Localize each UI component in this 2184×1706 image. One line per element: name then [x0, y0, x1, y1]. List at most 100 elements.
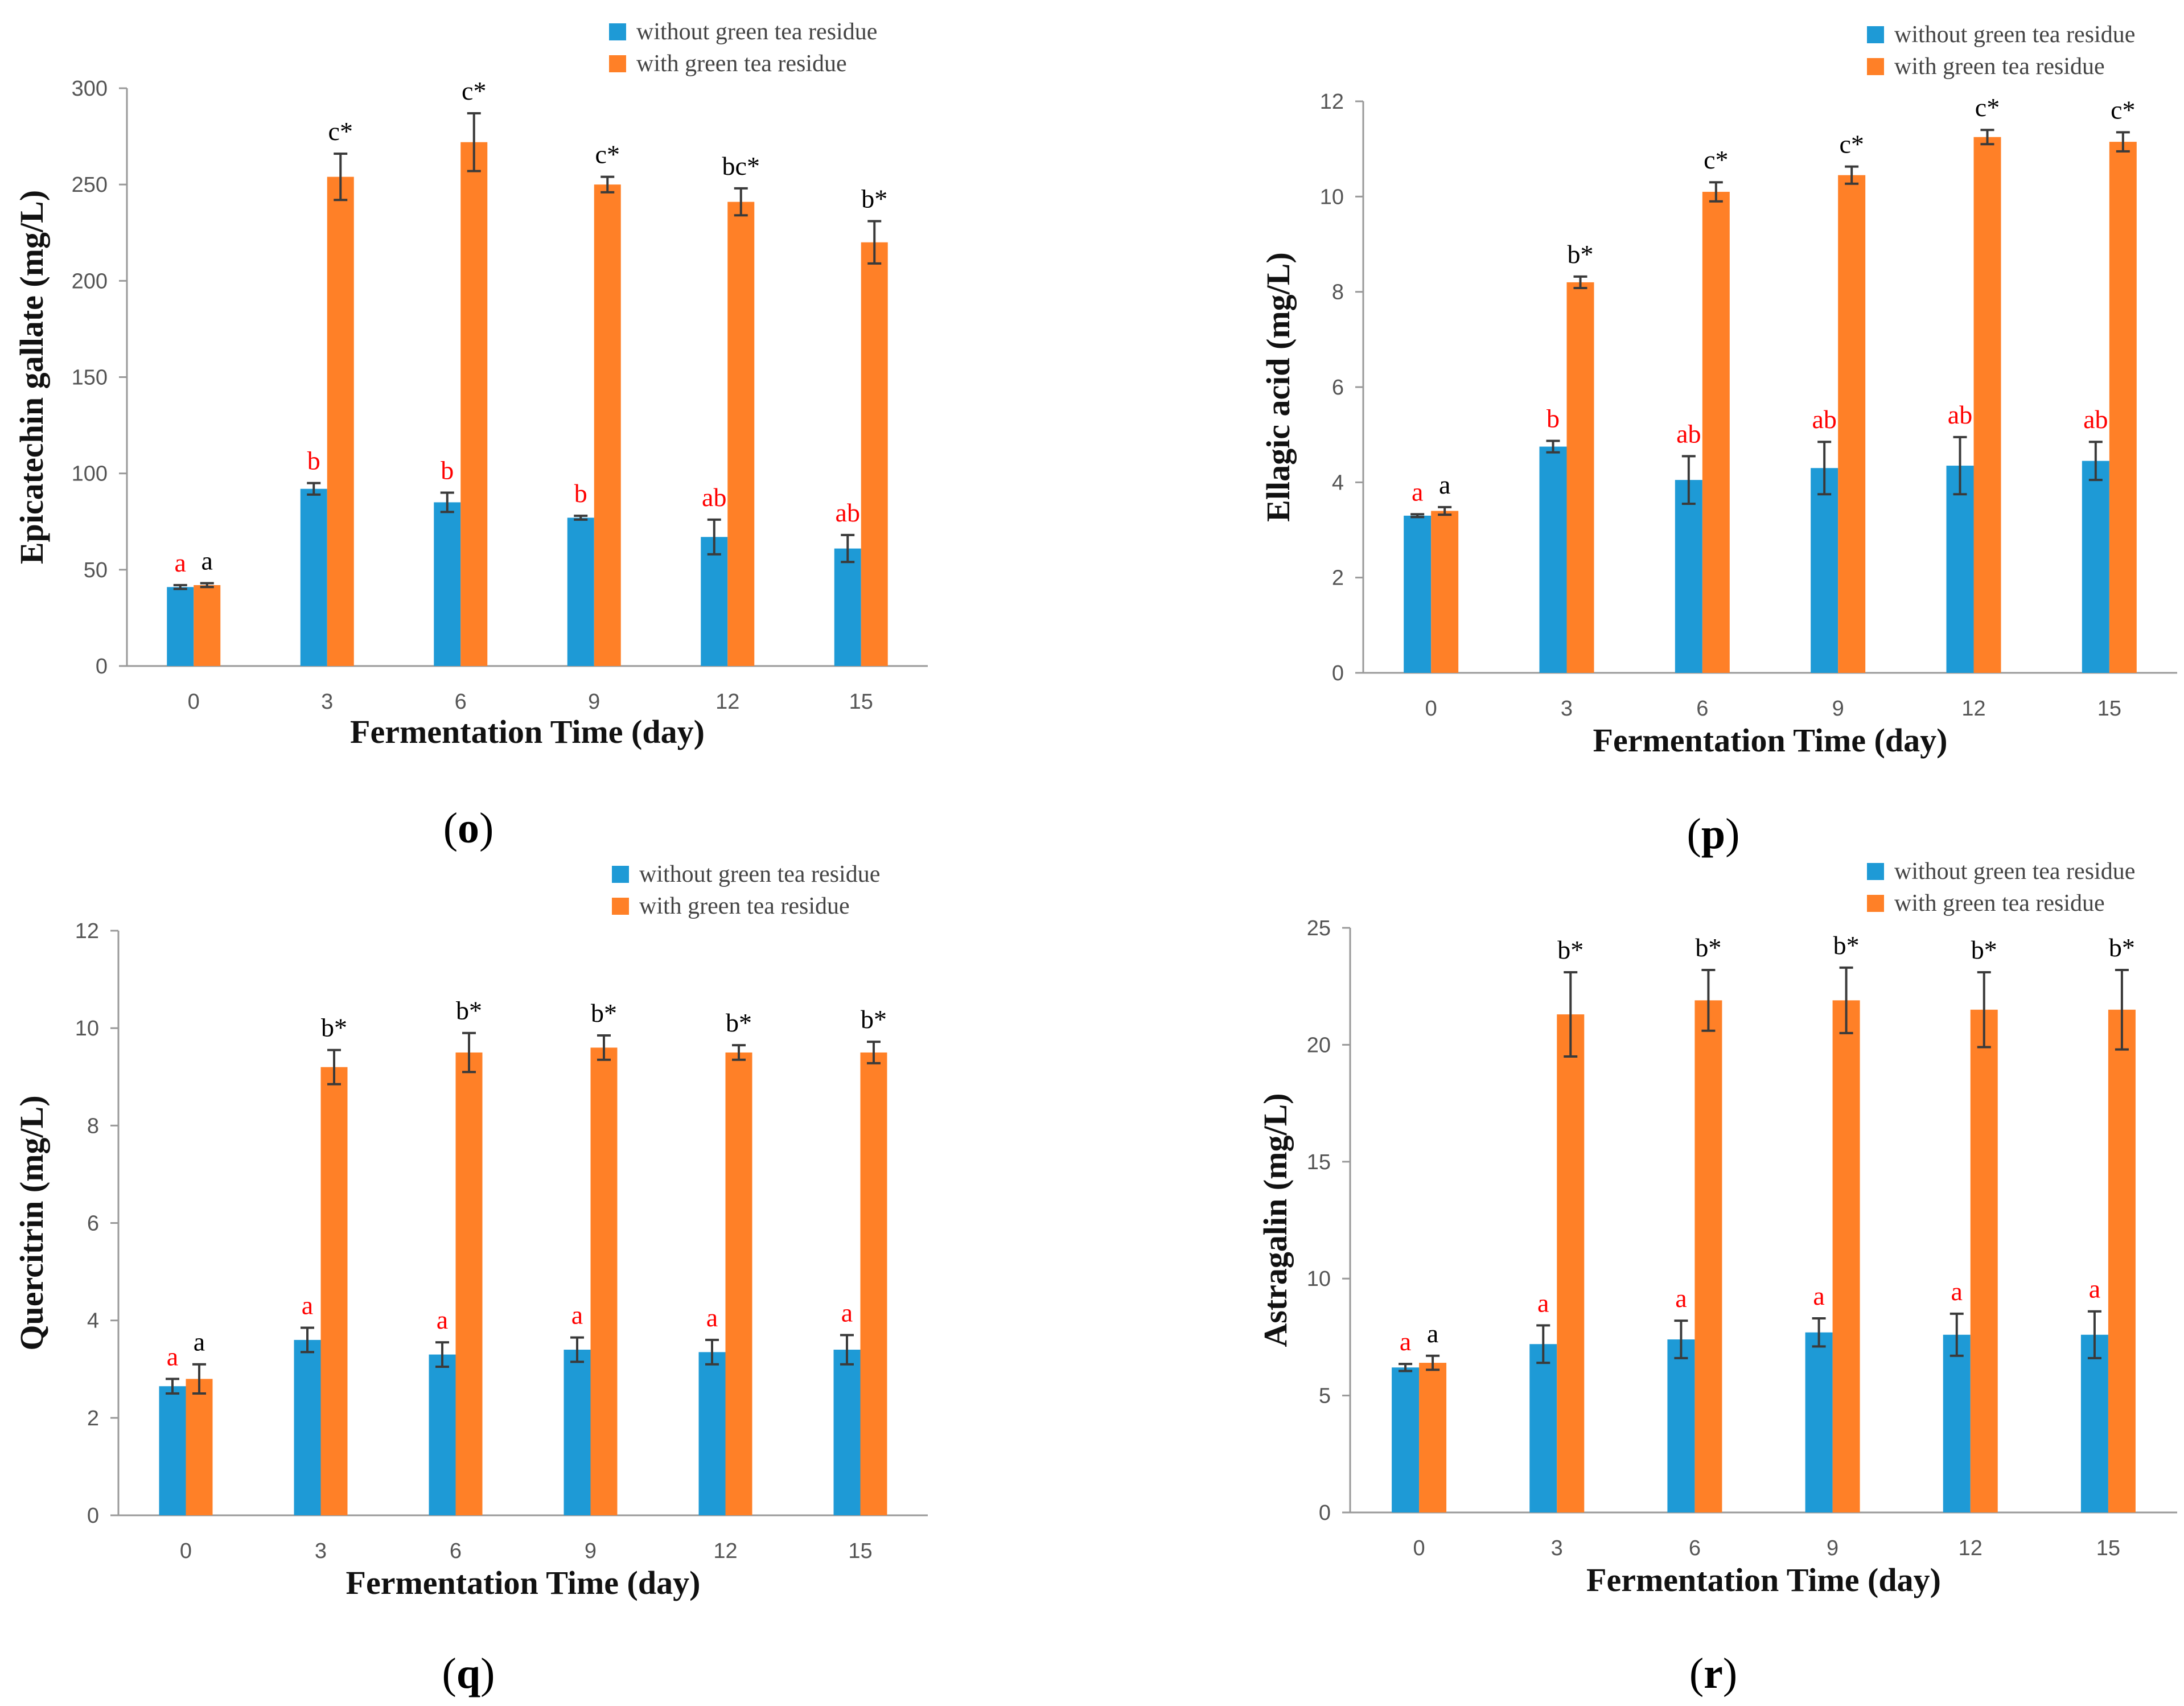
panel-label: (p) [1687, 810, 1740, 858]
x-tick-label: 6 [450, 1539, 462, 1563]
x-tick-label: 15 [848, 1539, 872, 1563]
significance-label-without: ab [1948, 400, 1972, 429]
y-axis-title: Ellagic acid (mg/L) [1260, 252, 1297, 522]
legend-swatch-with [1867, 895, 1884, 912]
significance-label-with: b* [861, 1005, 887, 1034]
significance-label-without: ab [702, 483, 726, 512]
y-tick-label: 300 [72, 77, 108, 101]
y-tick-label: 250 [72, 173, 108, 197]
significance-label-without: a [1412, 477, 1423, 506]
panel-label: (q) [442, 1650, 495, 1697]
bar-with-6 [455, 1052, 483, 1515]
y-tick-label: 6 [87, 1212, 99, 1236]
legend-label-with: with green tea residue [639, 893, 850, 919]
bar-with-3 [1566, 282, 1594, 673]
bar-with-0 [1431, 511, 1459, 673]
legend-swatch-without [612, 866, 629, 883]
panel-label-paren: ) [480, 1650, 495, 1697]
bar-with-0 [1419, 1363, 1447, 1512]
bar-with-3 [1557, 1014, 1585, 1512]
significance-label-without: a [1951, 1277, 1963, 1306]
y-tick-label: 5 [1319, 1384, 1331, 1408]
legend-label-without: without green tea residue [1894, 858, 2135, 885]
legend-label-with: with green tea residue [1894, 54, 2105, 80]
significance-label-with: a [194, 1327, 205, 1356]
bar-with-6 [1694, 1000, 1722, 1512]
legend: without green tea residue with green tea … [1867, 22, 2135, 80]
panel-label-letter: r [1704, 1650, 1723, 1697]
y-tick-label: 8 [1332, 281, 1344, 305]
significance-label-with: bc* [722, 151, 760, 180]
significance-label-with: c* [595, 140, 620, 169]
bar-with-0 [194, 585, 221, 666]
panel-label-letter: p [1701, 810, 1725, 858]
significance-label-with: c* [462, 76, 486, 105]
significance-label-with: b* [1833, 931, 1860, 960]
panel-label: (r) [1689, 1650, 1737, 1697]
significance-label-with: b* [1568, 240, 1594, 269]
bar-with-9 [1838, 175, 1866, 673]
bar-without-3 [1529, 1344, 1557, 1512]
bar-without-15 [2082, 461, 2109, 673]
significance-label-with: c* [2111, 95, 2135, 124]
y-tick-label: 0 [87, 1504, 99, 1528]
significance-label-without: ab [836, 498, 860, 527]
significance-label-without: a [1400, 1327, 1411, 1356]
x-tick-label: 15 [849, 690, 873, 714]
legend: without green tea residue with green tea … [612, 861, 880, 919]
y-tick-label: 20 [1307, 1033, 1331, 1057]
y-tick-label: 0 [96, 655, 108, 679]
bar-with-3 [327, 176, 354, 667]
bar-without-12 [701, 537, 728, 666]
legend-label-with: with green tea residue [1894, 890, 2105, 916]
x-tick-label: 12 [715, 690, 739, 714]
panel-label-letter: q [456, 1650, 480, 1697]
bar-without-15 [2080, 1334, 2108, 1512]
x-tick-label: 9 [1832, 697, 1844, 721]
bar-with-9 [590, 1047, 618, 1515]
significance-label-without: ab [2083, 405, 2108, 434]
legend-swatch-with [1867, 58, 1884, 75]
panel-label-letter: o [458, 804, 479, 852]
bar-with-9 [1832, 1000, 1860, 1512]
significance-label-with: c* [1975, 93, 2000, 122]
y-tick-label: 4 [1332, 471, 1344, 495]
x-tick-label: 3 [315, 1539, 327, 1563]
chart-panel-p: without green tea residue with green tea … [1260, 22, 2177, 858]
bar-without-12 [1946, 466, 1974, 673]
y-tick-label: 10 [1320, 185, 1344, 209]
chart-panel-r: without green tea residue with green tea … [1257, 858, 2177, 1697]
y-tick-label: 50 [84, 558, 108, 582]
panel-label-paren: ( [442, 1650, 456, 1697]
significance-label-without: a [1675, 1284, 1687, 1313]
chart-panel-q: without green tea residue with green tea … [13, 861, 928, 1697]
x-tick-label: 9 [1827, 1536, 1838, 1560]
bar-with-12 [725, 1052, 752, 1515]
bar-without-3 [1539, 446, 1567, 673]
significance-label-without: a [571, 1301, 583, 1330]
significance-label-without: a [167, 1342, 178, 1371]
chart-panel-o: without green tea residue with green tea … [13, 19, 928, 852]
y-tick-label: 150 [72, 366, 108, 390]
significance-label-with: b* [1695, 933, 1721, 962]
x-tick-label: 12 [1959, 1536, 1983, 1560]
x-axis-title: Fermentation Time (day) [1593, 722, 1948, 759]
bar-without-9 [567, 517, 594, 666]
y-axis-title: Astragalin (mg/L) [1257, 1093, 1294, 1347]
y-tick-label: 8 [87, 1114, 99, 1138]
significance-label-without: a [302, 1291, 313, 1320]
y-tick-label: 2 [1332, 566, 1344, 590]
significance-label-with: b* [321, 1013, 347, 1042]
legend-swatch-with [612, 898, 629, 915]
bar-with-15 [861, 242, 888, 667]
significance-label-with: b* [591, 998, 617, 1027]
bar-without-0 [1404, 515, 1432, 673]
bar-with-6 [1702, 191, 1730, 673]
x-tick-label: 15 [2096, 1536, 2120, 1560]
significance-label-with: b* [861, 184, 887, 213]
y-tick-label: 15 [1307, 1150, 1331, 1174]
panel-label-paren: ( [443, 804, 458, 852]
significance-label-without: a [437, 1305, 448, 1334]
x-tick-label: 9 [585, 1539, 597, 1563]
panel-label-paren: ) [1723, 1650, 1737, 1697]
